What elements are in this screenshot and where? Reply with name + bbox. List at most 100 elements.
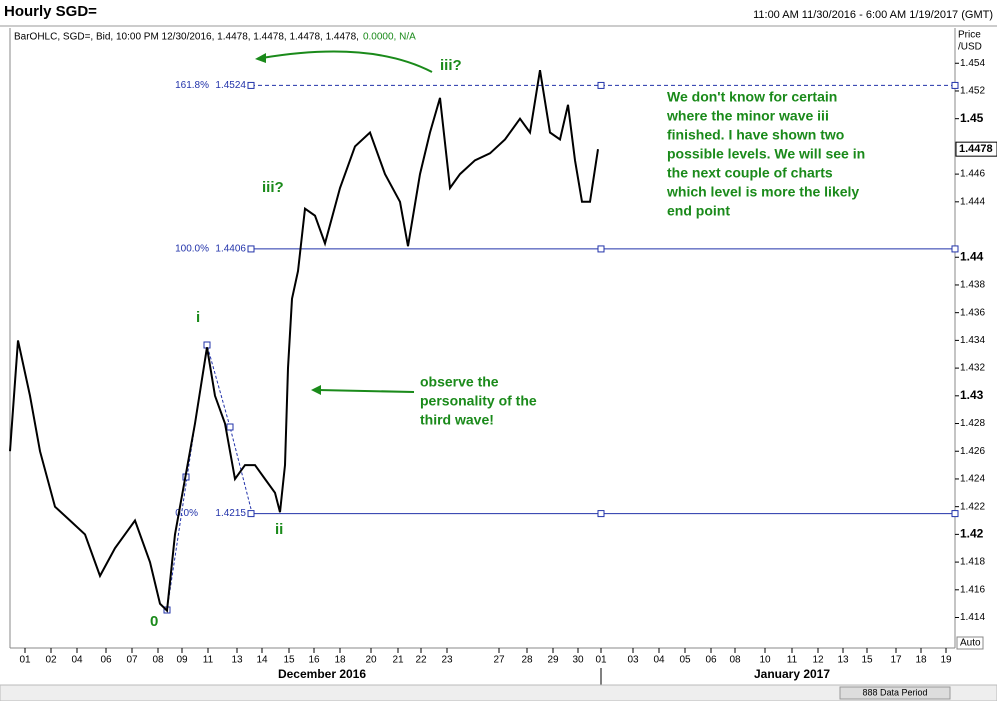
y-tick-label: 1.428 [960, 418, 985, 429]
price-line [9, 70, 599, 613]
y-tick-label: 1.422 [960, 501, 985, 512]
x-tick-label: 19 [940, 655, 952, 666]
x-tick-label: 15 [283, 655, 295, 666]
x-tick-label: 06 [100, 655, 112, 666]
x-tick-label: 17 [890, 655, 902, 666]
x-tick-label: 01 [595, 655, 607, 666]
y-tick-label: 1.434 [960, 335, 985, 346]
fib-handle [951, 245, 959, 253]
data-period: 888 Data Period [862, 687, 927, 697]
x-tick-label: 04 [71, 655, 83, 666]
x-tick-label: 14 [256, 655, 268, 666]
y-label: Price [958, 30, 981, 41]
x-tick-label: 28 [521, 655, 533, 666]
x-tick-label: 29 [547, 655, 559, 666]
fib-handle [597, 81, 605, 89]
x-tick-label: 08 [729, 655, 741, 666]
x-tick-label: 10 [759, 655, 771, 666]
y-tick-label: 1.436 [960, 307, 985, 318]
y-tick-label: 1.42 [960, 527, 984, 541]
fib-handle [597, 510, 605, 518]
x-tick-label: 13 [837, 655, 849, 666]
auto-label[interactable]: Auto [960, 638, 981, 649]
date-range: 11:00 AM 11/30/2016 - 6:00 AM 1/19/2017 … [753, 9, 993, 21]
x-tick-label: 03 [627, 655, 639, 666]
arrowhead [311, 385, 321, 395]
x-tick-label: 23 [441, 655, 453, 666]
y-tick-label: 1.416 [960, 584, 985, 595]
x-tick-label: 15 [861, 655, 873, 666]
y-tick-label: 1.45 [960, 111, 984, 125]
x-tick-label: 05 [679, 655, 691, 666]
x-tick-label: 02 [45, 655, 57, 666]
arrow [317, 389, 415, 393]
y-tick-label: 1.454 [960, 58, 985, 69]
y-tick-label: 1.43 [960, 388, 984, 402]
last-price-box [955, 141, 997, 157]
y-tick-label: 1.438 [960, 280, 985, 291]
wave-label: iii? [440, 57, 462, 74]
x-tick-label: 11 [203, 655, 214, 666]
wave-label: iii? [262, 179, 284, 196]
comment: possible levels. We will see in [667, 146, 865, 162]
comment: where the minor wave iii [666, 108, 829, 124]
y-tick-label: 1.424 [960, 474, 985, 485]
month-label: December 2016 [278, 667, 366, 681]
y-tick-label: 1.446 [960, 169, 985, 180]
x-tick-label: 18 [334, 655, 346, 666]
comment: the next couple of charts [667, 165, 833, 181]
x-tick-label: 20 [365, 655, 377, 666]
fib-value: 1.4215 [215, 508, 246, 519]
fib-pct: 0.0% [175, 508, 198, 519]
note: third wave! [420, 412, 494, 428]
fib-handle [951, 510, 959, 518]
comment: finished. I have shown two [667, 127, 844, 143]
fib-value: 1.4406 [215, 244, 246, 255]
y-tick-label: 1.414 [960, 612, 985, 623]
fib-handle [247, 81, 255, 89]
wave-label: 0 [150, 613, 158, 630]
fib-handle [247, 510, 255, 518]
month-label: January 2017 [754, 667, 830, 681]
scroll-thumb[interactable] [839, 686, 951, 700]
x-tick-label: 18 [915, 655, 927, 666]
comment: end point [667, 203, 730, 219]
arrowhead [255, 53, 266, 63]
note: observe the [420, 374, 499, 390]
fib-handle [951, 81, 959, 89]
comment: which level is more the likely [666, 184, 859, 200]
x-tick-label: 06 [705, 655, 717, 666]
x-tick-label: 11 [787, 655, 798, 666]
y-tick-label: 1.444 [960, 196, 985, 207]
x-tick-label: 30 [572, 655, 584, 666]
fib-pct: 161.8% [175, 80, 209, 91]
x-tick-label: 27 [493, 655, 505, 666]
y-label: /USD [958, 42, 982, 53]
fib-value: 1.4524 [215, 80, 246, 91]
y-tick-label: 1.44 [960, 249, 984, 263]
wave-label: i [196, 309, 200, 326]
fib-handle [597, 245, 605, 253]
x-tick-label: 07 [126, 655, 138, 666]
x-tick-label: 16 [308, 655, 320, 666]
note: personality of the [420, 393, 537, 409]
x-tick-label: 01 [19, 655, 31, 666]
y-tick-label: 1.418 [960, 557, 985, 568]
auto-button[interactable] [956, 636, 984, 650]
fib-pct: 100.0% [175, 244, 209, 255]
y-tick-label: 1.426 [960, 446, 985, 457]
y-tick-label: 1.432 [960, 363, 985, 374]
info-change: 0.0000, N/A [363, 32, 416, 43]
x-tick-label: 21 [392, 655, 404, 666]
y-tick-label: 1.452 [960, 86, 985, 97]
x-tick-label: 22 [415, 655, 427, 666]
wave-label: ii [275, 521, 283, 538]
last-price: 1.4478 [959, 143, 993, 155]
wave-connector [166, 344, 252, 611]
fib-handle [247, 245, 255, 253]
x-tick-label: 12 [812, 655, 824, 666]
x-tick-label: 04 [653, 655, 665, 666]
